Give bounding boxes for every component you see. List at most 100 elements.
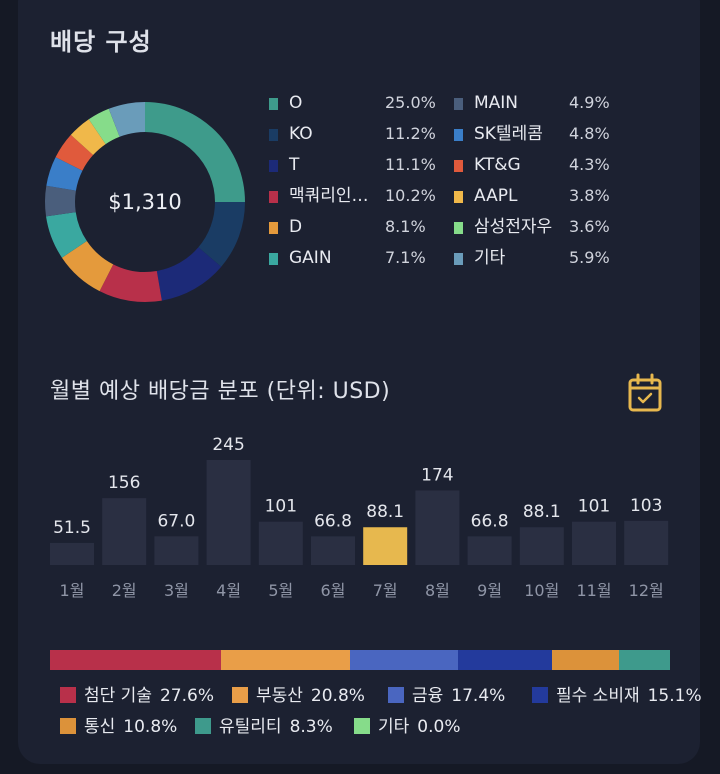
donut-slice-4[interactable]	[61, 240, 114, 292]
donut-slice-6[interactable]	[45, 185, 76, 217]
monthly-dividend-bar-chart: 51.5 1월 156 2월 67.0 3월 245 4월 101 5월 66.8 6월 88.1 7월 1…	[50, 435, 669, 600]
sector-segment-2[interactable]	[350, 650, 458, 670]
bar-value-label: 51.5	[53, 518, 91, 538]
bar-value-label: 101	[578, 497, 610, 517]
bar-value-label: 88.1	[523, 502, 561, 522]
sector-percent: 15.1%	[647, 686, 702, 706]
bar-value-label: 103	[630, 496, 662, 516]
month-label: 11월	[576, 581, 611, 600]
legend-name: 삼성전자우	[474, 217, 553, 237]
sector-legend-item[interactable]: 첨단 기술 27.6%	[60, 684, 214, 708]
donut-chart[interactable]	[40, 97, 250, 307]
bar-8[interactable]	[415, 490, 460, 565]
bar-1[interactable]	[50, 542, 94, 565]
sector-segment-0[interactable]	[50, 650, 222, 670]
legend-swatch	[454, 222, 463, 234]
bar-5[interactable]	[258, 521, 303, 565]
legend-percent: 4.3%	[569, 155, 610, 174]
month-label: 12월	[629, 581, 664, 600]
legend-swatch	[269, 191, 278, 203]
month-label: 10월	[524, 581, 559, 600]
legend-swatch	[454, 129, 463, 141]
month-label: 1월	[60, 581, 85, 600]
sector-legend-item[interactable]: 필수 소비재 15.1%	[532, 684, 702, 708]
calendar-check-icon[interactable]	[627, 373, 663, 413]
donut-slice-2[interactable]	[156, 247, 222, 301]
legend-name: KO	[289, 124, 313, 144]
bar-7[interactable]	[363, 527, 408, 565]
bar-12[interactable]	[624, 520, 669, 565]
month-label: 5월	[268, 581, 293, 600]
donut-slice-5[interactable]	[46, 212, 87, 258]
bar-10[interactable]	[519, 527, 564, 565]
sector-legend-item[interactable]: 부동산 20.8%	[232, 684, 365, 708]
month-label: 9월	[477, 581, 502, 600]
legend-percent: 5.9%	[569, 248, 610, 267]
donut-slice-11[interactable]	[108, 102, 145, 137]
bar-value-label: 67.0	[157, 511, 195, 531]
sector-name: 통신	[84, 717, 116, 737]
sector-legend-item[interactable]: 유틸리티 8.3%	[195, 715, 333, 739]
sector-name: 금융	[412, 686, 444, 706]
sector-segment-4[interactable]	[551, 650, 619, 670]
legend-percent: 11.1%	[385, 155, 436, 174]
sector-segment-1[interactable]	[221, 650, 351, 670]
sector-percent: 20.8%	[310, 686, 365, 706]
legend-percent: 4.9%	[569, 93, 610, 112]
legend-name: KT&G	[474, 155, 521, 175]
bar-3[interactable]	[154, 536, 199, 565]
bar-2[interactable]	[102, 498, 147, 565]
legend-percent: 4.8%	[569, 124, 610, 143]
legend-swatch	[454, 98, 463, 110]
legend-swatch	[454, 191, 463, 203]
bar-4[interactable]	[206, 460, 251, 565]
month-label: 3월	[164, 581, 189, 600]
legend-name: GAIN	[289, 248, 332, 268]
legend-percent: 8.1%	[385, 217, 426, 236]
legend-name: AAPL	[474, 186, 518, 206]
bar-value-label: 156	[108, 473, 140, 493]
sector-percent: 27.6%	[159, 686, 214, 706]
legend-swatch	[269, 160, 278, 172]
donut-slice-0[interactable]	[145, 102, 245, 202]
month-label: 4월	[216, 581, 241, 600]
sector-name: 필수 소비재	[556, 686, 640, 706]
legend-swatch	[454, 253, 463, 265]
legend-name: D	[289, 217, 303, 237]
sector-percent: 17.4%	[451, 686, 506, 706]
month-label: 8월	[425, 581, 450, 600]
donut-slice-10[interactable]	[88, 108, 120, 145]
sector-legend-item[interactable]: 통신 10.8%	[60, 715, 177, 739]
sector-swatch	[232, 687, 248, 703]
legend-name: 맥쿼리인…	[289, 186, 369, 206]
legend-swatch	[269, 253, 278, 265]
legend-swatch	[454, 160, 463, 172]
sector-percent: 10.8%	[123, 717, 178, 737]
donut-slice-8[interactable]	[55, 134, 94, 171]
month-label: 6월	[321, 581, 346, 600]
bar-value-label: 66.8	[314, 511, 352, 531]
legend-percent: 3.8%	[569, 186, 610, 205]
legend-swatch	[269, 222, 278, 234]
sector-segment-3[interactable]	[457, 650, 552, 670]
donut-slice-7[interactable]	[46, 157, 83, 191]
bar-9[interactable]	[467, 536, 512, 565]
bar-11[interactable]	[572, 521, 616, 565]
legend-percent: 25.0%	[385, 93, 436, 112]
sector-percent: 8.3%	[289, 717, 333, 737]
donut-slice-9[interactable]	[70, 119, 106, 156]
sector-segment-5[interactable]	[618, 650, 670, 670]
bar-6[interactable]	[311, 536, 355, 565]
sector-legend-item[interactable]: 기타 0.0%	[354, 715, 460, 739]
sector-stacked-bar	[50, 650, 670, 670]
month-label: 2월	[112, 581, 137, 600]
sector-percent: 0.0%	[417, 717, 461, 737]
legend-name: SK텔레콤	[474, 124, 543, 144]
donut-slice-1[interactable]	[198, 202, 245, 267]
donut-slice-3[interactable]	[99, 264, 162, 302]
sector-swatch	[60, 687, 76, 703]
legend-name: 기타	[474, 248, 506, 268]
legend-percent: 3.6%	[569, 217, 610, 236]
sector-legend-item[interactable]: 금융 17.4%	[388, 684, 505, 708]
bar-value-label: 174	[421, 465, 453, 485]
